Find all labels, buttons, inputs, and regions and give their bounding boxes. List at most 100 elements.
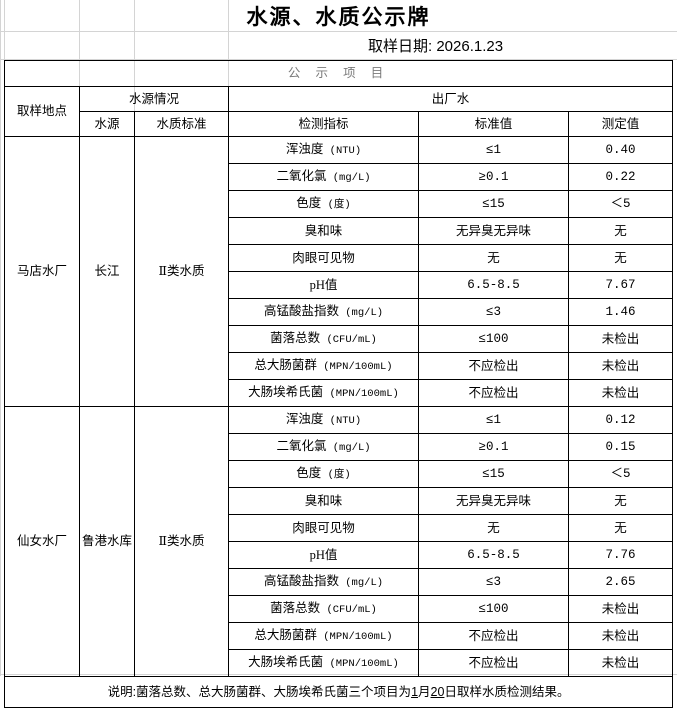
cell-standard-value: ≤100 bbox=[418, 325, 569, 353]
cell-measured-value: 无 bbox=[567, 217, 674, 245]
table-row: 仙女水厂 鲁港水库 Ⅱ类水质 浑浊度 (NTU) ≤1 0.12 bbox=[4, 406, 674, 677]
indicator-unit: (MPN/100mL) bbox=[316, 631, 393, 644]
cell-standard-value: ≤1 bbox=[418, 136, 569, 164]
cell-measured-value: 7.67 bbox=[567, 271, 674, 299]
indicator-name: 菌落总数 bbox=[270, 331, 321, 346]
indicator-name: 大肠埃希氏菌 bbox=[248, 385, 324, 400]
cell-standard-value: 无异臭无异味 bbox=[418, 487, 569, 515]
cell-indicator: 肉眼可见物 bbox=[228, 514, 419, 542]
footer-note-month-unit: 月 bbox=[418, 684, 431, 699]
cell-standard-value: 不应检出 bbox=[418, 352, 569, 380]
indicator-unit: (NTU) bbox=[323, 145, 362, 158]
indicator-unit: (mg/L) bbox=[326, 442, 371, 455]
indicator-name: 浑浊度 bbox=[285, 412, 324, 427]
header-standard-value: 标准值 bbox=[418, 111, 569, 137]
cell-measured-value: 未检出 bbox=[567, 622, 674, 650]
indicator-unit: (NTU) bbox=[323, 415, 362, 428]
cell-standard-value: 不应检出 bbox=[418, 649, 569, 677]
cell-measured-value: 未检出 bbox=[567, 595, 674, 623]
cell-measured-value: 未检出 bbox=[567, 325, 674, 353]
header-finished-water: 出厂水 bbox=[227, 86, 674, 112]
cell-standard-value: 不应检出 bbox=[418, 622, 569, 650]
indicator-name: 二氧化氯 bbox=[276, 439, 327, 454]
indicator-name: pH值 bbox=[309, 547, 338, 562]
table-row: 总大肠菌群 (MPN/100mL) 不应检出 未检出 bbox=[5, 622, 674, 650]
cell-indicator: 高锰酸盐指数 (mg/L) bbox=[228, 568, 419, 596]
cell-indicator: pH值 bbox=[228, 541, 419, 569]
cell-indicator: 大肠埃希氏菌 (MPN/100mL) bbox=[228, 379, 419, 407]
indicator-name: 高锰酸盐指数 bbox=[263, 304, 339, 319]
sample-date-band: 取样日期: 2026.1.23 bbox=[0, 32, 677, 59]
header-source-situation: 水源情况 bbox=[79, 86, 229, 112]
title-band: 水源、水质公示牌 bbox=[0, 0, 677, 32]
cell-sampling-site: 马店水厂 bbox=[4, 136, 80, 407]
header-water-quality-standard: 水质标准 bbox=[134, 111, 229, 137]
grid-row-line bbox=[0, 31, 677, 32]
indicator-name: 二氧化氯 bbox=[276, 169, 327, 184]
cell-water-source: 鲁港水库 bbox=[79, 406, 135, 677]
cell-standard-value: ≤3 bbox=[418, 568, 569, 596]
cell-indicator: 色度 (度) bbox=[228, 190, 419, 218]
cell-indicator: 二氧化氯 (mg/L) bbox=[228, 163, 419, 191]
cell-indicator: 菌落总数 (CFU/mL) bbox=[228, 325, 419, 353]
table-row: 大肠埃希氏菌 (MPN/100mL) 不应检出 未检出 bbox=[5, 649, 674, 677]
indicator-unit: (mg/L) bbox=[338, 577, 384, 590]
indicator-name: pH值 bbox=[309, 277, 338, 292]
indicator-unit: (度) bbox=[321, 199, 351, 212]
footer-note-body: 菌落总数、总大肠菌群、大肠埃希氏菌三个项目为 bbox=[136, 684, 412, 699]
cell-standard-value: 无异臭无异味 bbox=[418, 217, 569, 245]
cell-standard-value: ≤15 bbox=[418, 190, 569, 218]
indicator-unit: (MPN/100mL) bbox=[323, 658, 399, 671]
cell-indicator: 总大肠菌群 (MPN/100mL) bbox=[228, 352, 419, 380]
cell-indicator: pH值 bbox=[228, 271, 419, 299]
table-row: 二氧化氯 (mg/L) ≥0.1 0.22 bbox=[5, 163, 674, 191]
cell-measured-value: 0.22 bbox=[567, 163, 674, 191]
table-row: 肉眼可见物 无无 bbox=[5, 244, 674, 272]
indicator-name: 菌落总数 bbox=[270, 601, 321, 616]
cell-measured-value: 0.12 bbox=[567, 406, 674, 434]
cell-indicator: 浑浊度 (NTU) bbox=[228, 136, 419, 164]
cell-measured-value: 1.46 bbox=[567, 298, 674, 326]
indicator-name: 大肠埃希氏菌 bbox=[248, 655, 324, 670]
cell-indicator: 臭和味 bbox=[228, 217, 419, 245]
indicator-unit: (mg/L) bbox=[338, 307, 384, 320]
table-row: 色度 (度) ≤15 ＜5 bbox=[5, 460, 674, 488]
water-quality-table: 公 示 项 目 取样地点 水源情况 出厂水 水源 水质标准 检测指标 标准值 测… bbox=[3, 60, 674, 708]
cell-standard-value: ≥0.1 bbox=[418, 163, 569, 191]
indicator-unit: (mg/L) bbox=[326, 172, 371, 185]
footer-row: 说明:菌落总数、总大肠菌群、大肠埃希氏菌三个项目为1月20日取样水质检测结果。 bbox=[3, 676, 674, 708]
cell-measured-value: 无 bbox=[567, 514, 674, 542]
cell-measured-value: 未检出 bbox=[567, 379, 674, 407]
table-row: 高锰酸盐指数 (mg/L) ≤3 1.46 bbox=[5, 298, 674, 326]
indicator-unit: (MPN/100mL) bbox=[316, 361, 393, 374]
indicator-name: 总大肠菌群 bbox=[254, 358, 317, 373]
footer-note-month: 1 bbox=[411, 684, 419, 699]
header-source: 水源 bbox=[79, 111, 135, 137]
table-row: 二氧化氯 (mg/L) ≥0.1 0.15 bbox=[5, 433, 674, 461]
footer-note-prefix: 说明: bbox=[107, 684, 137, 699]
sample-date: 取样日期: 2026.1.23 bbox=[368, 38, 504, 55]
cell-water-quality-standard: Ⅱ类水质 bbox=[134, 406, 229, 677]
cell-measured-value: 无 bbox=[567, 487, 674, 515]
indicator-unit: (CFU/mL) bbox=[320, 334, 377, 347]
cell-indicator: 臭和味 bbox=[228, 487, 419, 515]
indicator-name: 肉眼可见物 bbox=[292, 520, 355, 535]
cell-indicator: 大肠埃希氏菌 (MPN/100mL) bbox=[228, 649, 419, 677]
cell-indicator: 二氧化氯 (mg/L) bbox=[228, 433, 419, 461]
cell-indicator: 菌落总数 (CFU/mL) bbox=[228, 595, 419, 623]
cell-standard-value: ≤1 bbox=[418, 406, 569, 434]
indicator-name: 色度 bbox=[296, 196, 322, 211]
header-row-1: 取样地点 水源情况 出厂水 bbox=[4, 86, 674, 137]
indicator-unit: (CFU/mL) bbox=[320, 604, 377, 617]
cell-measured-value: 2.65 bbox=[567, 568, 674, 596]
banner-cell: 公 示 项 目 bbox=[4, 60, 673, 87]
header-row-2: 水源 水质标准 检测指标 标准值 测定值 bbox=[5, 111, 674, 137]
cell-measured-value: ＜5 bbox=[567, 190, 674, 218]
cell-standard-value: ≤15 bbox=[418, 460, 569, 488]
table-row: 菌落总数 (CFU/mL) ≤100 未检出 bbox=[5, 325, 674, 353]
page-title: 水源、水质公示牌 bbox=[246, 5, 431, 29]
footer-note-day: 20 bbox=[430, 684, 445, 699]
cell-standard-value: 无 bbox=[418, 244, 569, 272]
indicator-name: 高锰酸盐指数 bbox=[263, 574, 339, 589]
cell-measured-value: 未检出 bbox=[567, 352, 674, 380]
